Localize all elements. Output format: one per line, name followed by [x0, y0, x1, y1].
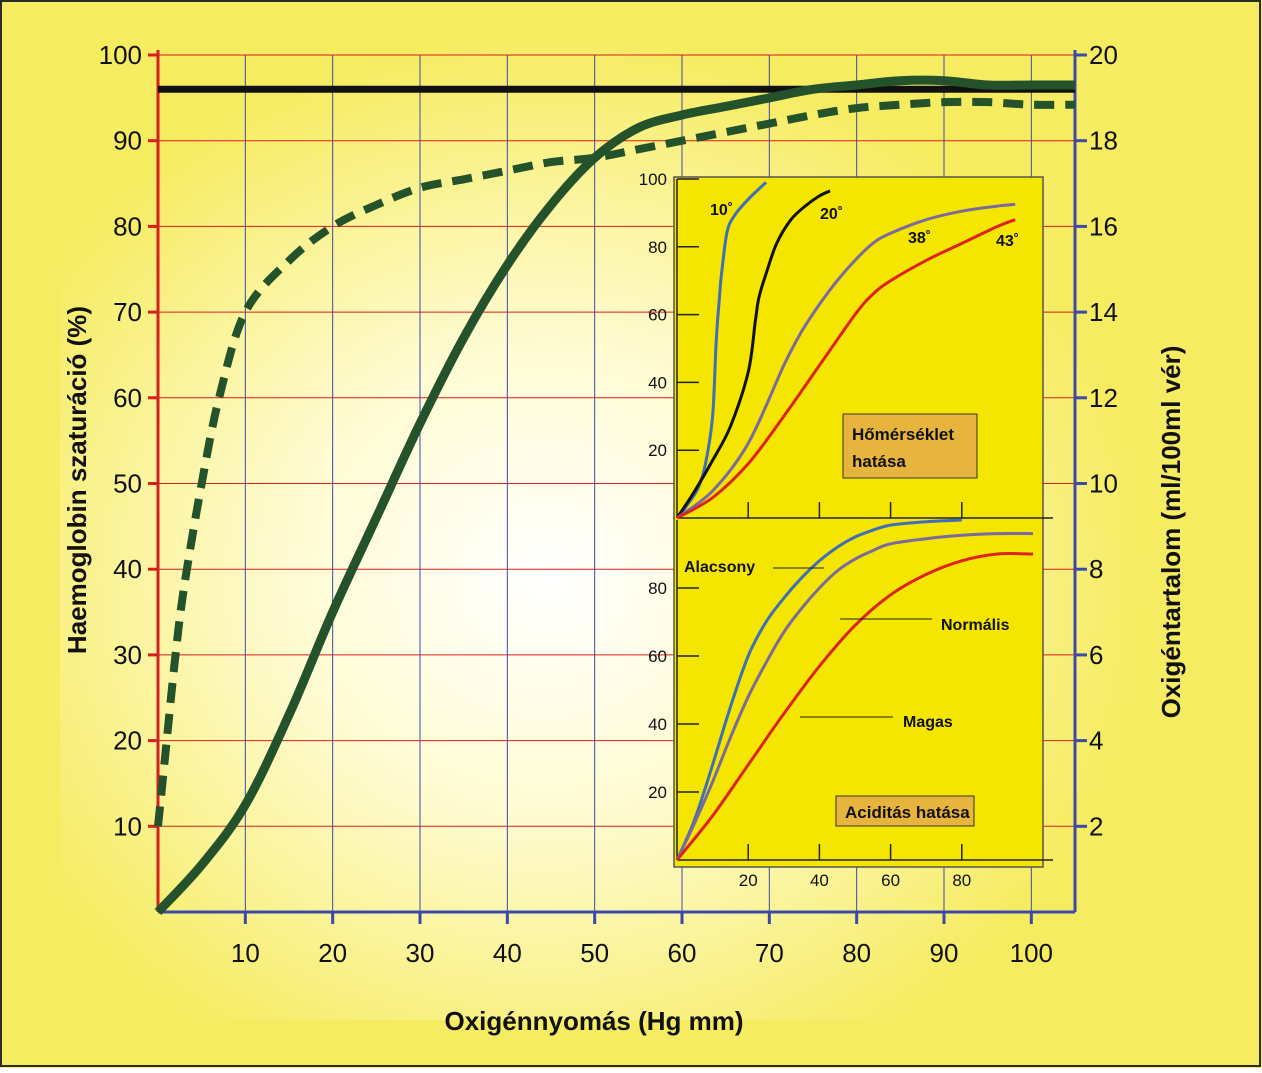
saturation-curve-solid	[154, 75, 1075, 916]
inset-temperature-chart: 20 40 60 80 100	[639, 170, 1053, 520]
x-tick-label: 30	[406, 938, 435, 968]
y-tick-label-left: 30	[113, 640, 142, 670]
inset-background	[673, 176, 1044, 868]
temperature-label-line1: Hőmérséklet	[852, 425, 954, 444]
temp-series-line	[676, 202, 1016, 520]
y-tick-label-right: 2	[1089, 811, 1103, 841]
temp-y-tick-label: 40	[648, 373, 667, 392]
series-label-38: 38˚	[908, 230, 931, 247]
x-tick-label: 20	[318, 938, 347, 968]
series-label-magas: Magas	[903, 714, 953, 731]
y-tick-label-right: 20	[1089, 40, 1118, 70]
temp-y-tick-label: 60	[648, 306, 667, 325]
y-tick-label-right: 12	[1089, 383, 1118, 413]
acid-series-line	[675, 518, 962, 861]
acid-series-line	[675, 552, 1034, 861]
y-tick-label-right: 4	[1089, 726, 1103, 756]
temp-y-tick-label: 20	[648, 441, 667, 460]
saturation-curve-dashed	[154, 97, 1076, 827]
temp-y-tick-label: 100	[639, 170, 667, 189]
x-tick-label: 40	[493, 938, 522, 968]
series-label-20: 20˚	[820, 206, 843, 223]
y-tick-label-left: 20	[113, 726, 142, 756]
y-tick-label-left: 70	[113, 297, 142, 327]
acid-y-tick-label: 80	[648, 579, 667, 598]
y-tick-label-left: 10	[113, 811, 142, 841]
x-tick-label: 90	[930, 938, 959, 968]
series-label-10: 10˚	[710, 202, 733, 219]
y-axis-title-right: Oxigéntartalom (ml/100ml vér)	[1156, 346, 1186, 719]
y-tick-label-right: 10	[1089, 469, 1118, 499]
acid-y-tick-label: 60	[648, 647, 667, 666]
temp-series-line	[676, 218, 1016, 520]
temp-series-line	[675, 189, 831, 519]
x-tick-label: 80	[842, 938, 871, 968]
main-series	[154, 75, 1076, 916]
main-ticks: 10 20 30 40 50 60 70 80 90 100 10 20 30 40 50 60 70 80 90 1…	[99, 40, 1118, 968]
acid-y-tick-label: 40	[648, 715, 667, 734]
acid-x-tick-label: 80	[952, 871, 971, 890]
x-tick-label: 70	[755, 938, 784, 968]
series-label-43: 43˚	[996, 233, 1019, 250]
y-tick-label-right: 16	[1089, 211, 1118, 241]
acidity-label-box	[835, 795, 975, 827]
acid-y-tick-label: 20	[648, 783, 667, 802]
x-tick-label: 60	[668, 938, 697, 968]
temperature-label-line2: hatása	[852, 452, 906, 471]
acid-x-tick-label: 20	[739, 871, 758, 890]
y-tick-label-left: 50	[113, 469, 142, 499]
x-tick-label: 100	[1010, 938, 1053, 968]
y-tick-label-left: 40	[113, 554, 142, 584]
temp-y-tick-label: 80	[648, 238, 667, 257]
acidity-label-text: Aciditás hatása	[845, 803, 970, 822]
acid-x-tick-label: 60	[881, 871, 900, 890]
x-tick-label: 50	[580, 938, 609, 968]
y-axis-title-left: Haemoglobin szaturáció (%)	[62, 306, 92, 654]
y-tick-label-right: 14	[1089, 297, 1118, 327]
inset-acidity-chart: 20 40 60 80 20 40 60 80	[648, 518, 1053, 890]
y-tick-label-left: 90	[113, 126, 142, 156]
acid-series-line	[675, 531, 1034, 861]
main-axes	[148, 50, 1087, 924]
inset-panel: 20 40 60 80 100 20 40 60 80 20 40 60 80 Hőmérséklet…	[639, 170, 1053, 890]
series-label-alacsony: Alacsony	[684, 559, 755, 576]
series-label-normalis: Normális	[941, 617, 1010, 634]
y-tick-label-right: 6	[1089, 640, 1103, 670]
y-tick-label-left: 100	[99, 40, 142, 70]
acid-x-tick-label: 40	[810, 871, 829, 890]
y-tick-label-right: 18	[1089, 126, 1118, 156]
x-axis-title: Oxigénnyomás (Hg mm)	[444, 1006, 743, 1036]
temperature-label-box	[842, 413, 978, 479]
y-tick-label-left: 60	[113, 383, 142, 413]
y-tick-label-right: 8	[1089, 554, 1103, 584]
y-tick-label-left: 80	[113, 211, 142, 241]
x-tick-label: 10	[231, 938, 260, 968]
